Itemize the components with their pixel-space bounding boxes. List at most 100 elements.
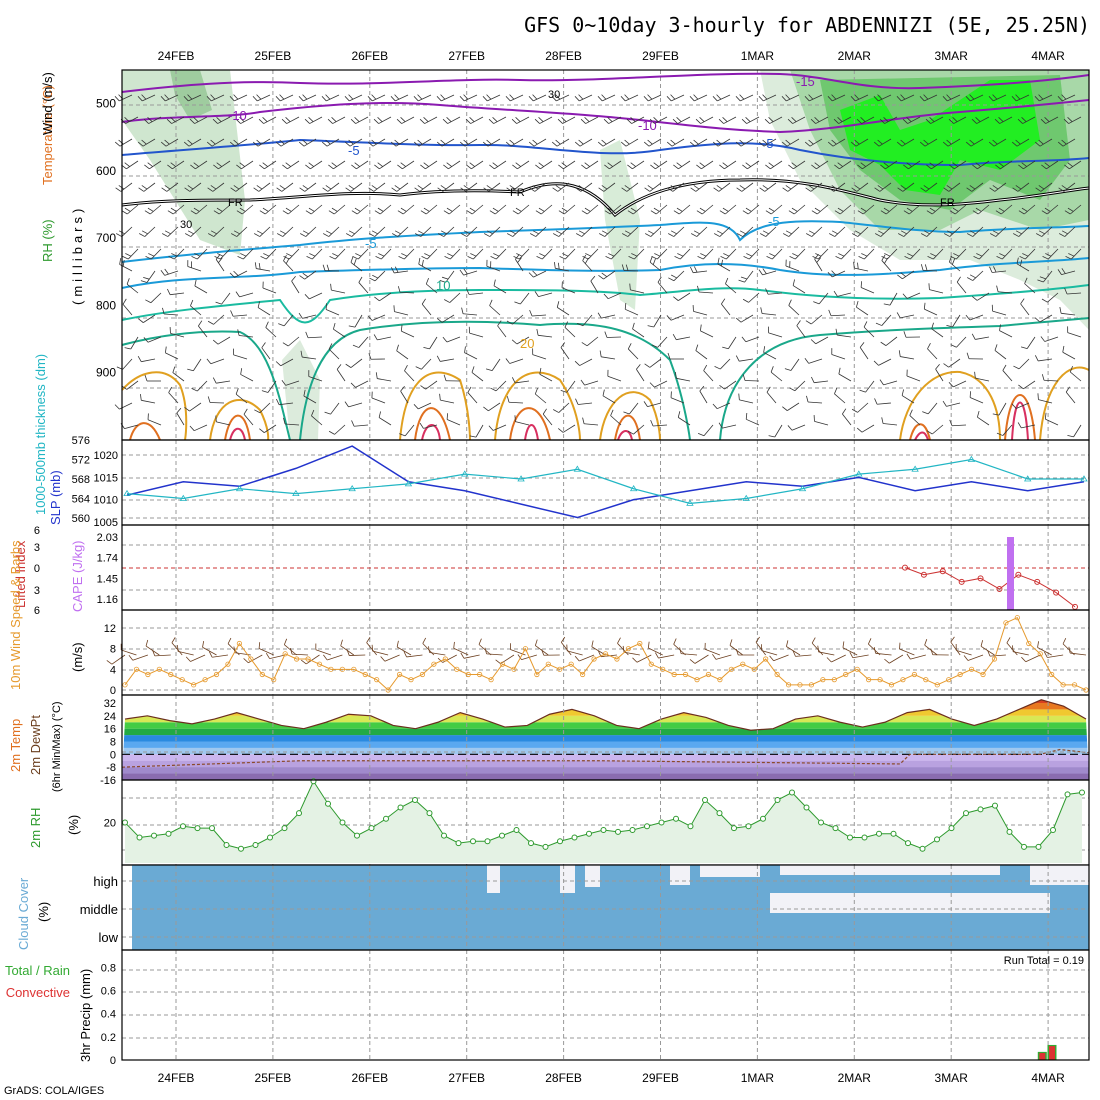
wind-point: [179, 677, 185, 683]
wind-barb: [1011, 94, 1030, 102]
wind-barb: [371, 391, 386, 404]
wind-barb: [811, 376, 829, 384]
rh-point: [354, 832, 360, 839]
surface-wind-barb: [712, 653, 732, 660]
wind-barb: [352, 336, 369, 348]
isotherm-freezing-inner: [121, 179, 1090, 216]
wind-barb: [1011, 138, 1030, 147]
rh2m-units-label: (%): [66, 815, 81, 835]
wind-barb: [446, 413, 461, 426]
rh-point: [803, 804, 810, 811]
wind-barb: [298, 94, 317, 102]
wind-barb: [902, 116, 921, 124]
wind-barb: [898, 350, 915, 360]
cloud-gap: [770, 893, 1050, 913]
wind-barb: [597, 94, 616, 102]
wind-barb: [897, 182, 915, 192]
cold-band: [122, 754, 1089, 761]
wind-point: [1049, 671, 1055, 678]
wind-barb: [833, 290, 852, 297]
wind-barb: [898, 226, 915, 237]
rh-point: [180, 823, 186, 830]
surface-wind-barb: [622, 645, 640, 656]
wind-barb: [443, 160, 461, 170]
wind-point: [545, 661, 551, 667]
thickness-point: [855, 470, 863, 477]
wind-barb: [673, 292, 691, 301]
wind-barb: [140, 270, 156, 283]
wind-barb: [901, 389, 915, 404]
temp-tick: -8: [106, 762, 116, 774]
rh-point: [1021, 843, 1027, 850]
credit: GrADS: COLA/IGES: [4, 1085, 104, 1097]
wind-barb: [690, 182, 708, 192]
wind-barb: [488, 424, 507, 431]
wind-barb: [229, 270, 248, 278]
wind-barb: [1057, 94, 1076, 102]
wind-barb: [281, 116, 300, 124]
wind-point: [488, 677, 494, 683]
thickness-point: [1080, 475, 1088, 482]
wind-tick: 8: [110, 644, 116, 656]
wind-barb: [306, 248, 323, 260]
wind-barb: [542, 408, 553, 426]
wind-point: [225, 661, 231, 667]
wind-barb: [713, 182, 731, 192]
wind-barb: [489, 160, 507, 170]
wind-barb: [880, 204, 898, 215]
wind-point: [282, 651, 288, 657]
wind-barb: [437, 182, 455, 192]
wind-barb: [304, 116, 323, 124]
wind-barb: [949, 204, 967, 215]
wind-barb: [604, 331, 622, 338]
wind-barb: [400, 385, 409, 404]
wind-barb: [721, 298, 731, 316]
bottom-date-label: 24FEB: [158, 1071, 195, 1085]
wind-barb: [857, 204, 875, 215]
wind-barb: [763, 346, 777, 360]
wind-barb: [414, 182, 432, 192]
wind-barb: [169, 327, 185, 338]
wind-point: [705, 671, 712, 678]
rh-point: [252, 842, 259, 848]
wind-barb: [259, 204, 277, 215]
surface-wind-barb: [128, 654, 149, 661]
wind-barb: [969, 391, 984, 404]
wind-point: [660, 666, 666, 672]
wind-tick: 12: [104, 623, 116, 635]
wind-point: [854, 666, 860, 672]
wind-barb: [300, 226, 317, 237]
wind-barb: [305, 204, 323, 215]
wind-barb: [471, 366, 484, 382]
wind-barb: [328, 343, 340, 360]
wind-barb: [1040, 336, 1059, 342]
bottom-date-label: 29FEB: [642, 1071, 679, 1085]
thickness-line: [126, 458, 1084, 504]
wind-barb: [967, 270, 984, 281]
wind-barb: [187, 358, 202, 372]
temp-band: [122, 728, 1089, 736]
surface-wind-barb: [632, 654, 652, 663]
wind-barb: [806, 226, 823, 237]
rh-point: [1006, 828, 1013, 835]
wind-barb: [896, 94, 915, 102]
rh-point: [629, 827, 636, 833]
wind-barb: [948, 116, 967, 124]
wind-barb: [838, 367, 852, 382]
wind-barb: [768, 424, 783, 438]
temp-axis-label: Temperature (°C): [40, 85, 55, 185]
wind-barb: [696, 204, 714, 215]
wind-barb: [714, 226, 731, 237]
wind-barb: [1040, 116, 1059, 124]
wind-barb: [345, 182, 363, 192]
wind-barb: [556, 301, 570, 316]
bottom-date-label: 1MAR: [741, 1071, 775, 1085]
precip-conv-bar: [1039, 1053, 1046, 1060]
wind-barb: [233, 348, 248, 360]
wind-barb: [1041, 204, 1059, 215]
wind-barb: [700, 324, 714, 338]
wind-barb: [160, 138, 179, 147]
wind-barb: [576, 314, 593, 327]
cloud-gap: [700, 865, 760, 877]
wind-barb: [1041, 374, 1059, 382]
